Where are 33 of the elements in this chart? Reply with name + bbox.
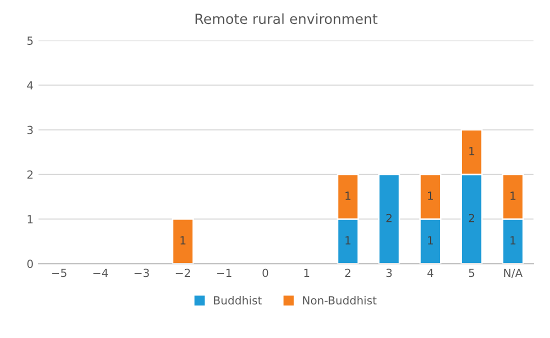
y-tick-label: 1 xyxy=(28,215,33,224)
data-label: 1 xyxy=(469,147,474,156)
x-tick-label: −4 xyxy=(93,268,108,277)
x-tick-label: 4 xyxy=(427,268,434,277)
x-tick-label: −5 xyxy=(52,268,66,278)
data-label: 1 xyxy=(428,192,433,200)
bar xyxy=(172,218,194,264)
y-tick-label: 0 xyxy=(27,260,33,268)
bar xyxy=(378,174,400,264)
y-tick-label: 3 xyxy=(27,126,33,134)
x-tick-label: 5 xyxy=(468,268,474,278)
data-label: 1 xyxy=(510,192,516,200)
data-label: 1 xyxy=(180,236,186,244)
x-tick-label: 3 xyxy=(386,268,392,278)
x-tick-label: 2 xyxy=(345,268,350,277)
x-tick-label: −3 xyxy=(134,268,149,278)
legend-label: Non-Buddhist xyxy=(303,296,377,305)
data-label: 2 xyxy=(386,214,392,222)
y-tick-label: 4 xyxy=(27,81,34,90)
data-label: 1 xyxy=(346,236,350,244)
legend-label: Buddhist xyxy=(214,296,262,305)
x-tick-label: −1 xyxy=(217,268,232,277)
y-tick-label: 2 xyxy=(27,170,33,179)
x-tick-label: 1 xyxy=(304,268,310,277)
data-label: 1 xyxy=(510,236,516,244)
x-tick-label: 0 xyxy=(262,268,268,278)
data-label: 1 xyxy=(428,236,433,244)
chart-title: Remote rural environment xyxy=(196,13,378,24)
x-tick-label: N/A xyxy=(504,268,523,278)
data-label: 2 xyxy=(468,214,474,222)
data-label: 1 xyxy=(346,192,350,200)
x-tick-label: −2 xyxy=(176,268,190,277)
y-tick-label: 5 xyxy=(27,36,33,45)
